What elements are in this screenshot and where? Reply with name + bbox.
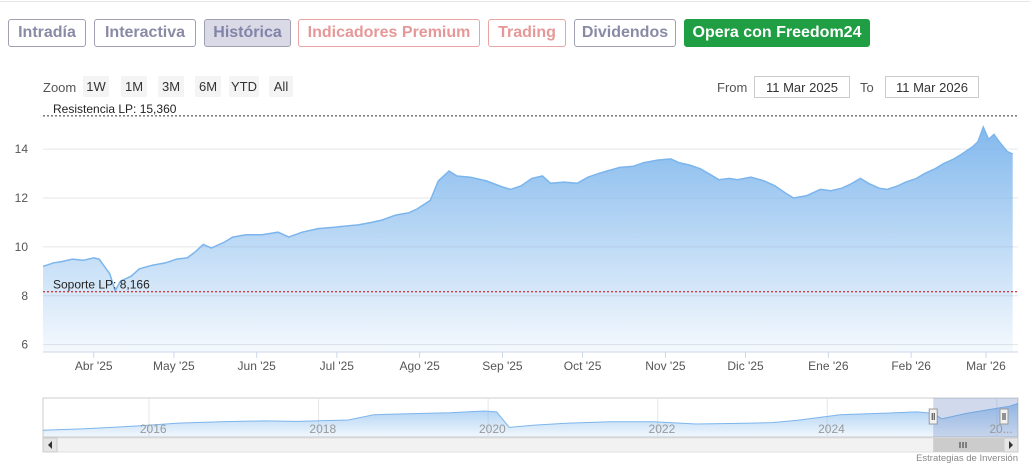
price-area bbox=[43, 127, 1013, 352]
from-label: From bbox=[717, 80, 748, 95]
arrow-left-icon bbox=[48, 441, 52, 449]
navigator-year-label: 20... bbox=[989, 422, 1012, 436]
to-label: To bbox=[860, 80, 874, 95]
support-label: Soporte LP: 8,166 bbox=[53, 278, 150, 292]
x-tick-label: Nov '25 bbox=[645, 359, 686, 373]
navigator-year-label: 2024 bbox=[818, 422, 845, 436]
zoom-6m-button[interactable]: 6M bbox=[195, 76, 221, 97]
x-tick-label: Ene '26 bbox=[808, 359, 849, 373]
x-tick-label: Ago '25 bbox=[399, 359, 440, 373]
zoom-3m-button[interactable]: 3M bbox=[158, 76, 184, 97]
tab-historica[interactable]: Histórica bbox=[204, 19, 291, 47]
x-tick-label: May '25 bbox=[153, 359, 195, 373]
top-divider bbox=[0, 1, 1030, 2]
x-tick-label: Mar '26 bbox=[966, 359, 1006, 373]
zoom-1m-button[interactable]: 1M bbox=[121, 76, 147, 97]
tab-dividendos[interactable]: Dividendos bbox=[574, 19, 676, 47]
navigator-left-handle bbox=[928, 408, 938, 425]
zoom-all-button[interactable]: All bbox=[269, 76, 293, 97]
tab-intradia[interactable]: Intradía bbox=[8, 19, 86, 47]
scrollbar-thumb bbox=[933, 438, 1004, 452]
y-tick-label: 10 bbox=[15, 240, 29, 254]
tab-interactiva[interactable]: Interactiva bbox=[94, 19, 196, 47]
y-tick-label: 12 bbox=[15, 191, 29, 205]
from-date-input[interactable]: 11 Mar 2025 bbox=[754, 76, 850, 98]
navigator-year-label: 2018 bbox=[309, 422, 336, 436]
opera-freedom24-button[interactable]: Opera con Freedom24 bbox=[684, 19, 870, 47]
resistance-label: Resistencia LP: 15,360 bbox=[53, 102, 177, 116]
tab-trading[interactable]: Trading bbox=[488, 19, 566, 47]
zoom-label: Zoom bbox=[43, 80, 77, 95]
x-tick-label: Jun '25 bbox=[238, 359, 277, 373]
x-tick-label: Oct '25 bbox=[564, 359, 602, 373]
navigator-year-label: 2020 bbox=[479, 422, 506, 436]
tab-indicadores-premium[interactable]: Indicadores Premium bbox=[298, 19, 480, 47]
zoom-1w-button[interactable]: 1W bbox=[83, 76, 109, 97]
navigator-area bbox=[43, 403, 1018, 437]
navigator-right-handle bbox=[999, 408, 1009, 425]
price-line bbox=[42, 125, 1014, 293]
y-tick-label: 8 bbox=[21, 289, 28, 303]
x-tick-label: Feb '26 bbox=[891, 359, 931, 373]
credits-text: Estrategias de Inversión bbox=[916, 453, 1018, 464]
arrow-right-icon bbox=[1009, 441, 1013, 449]
scrollbar-track bbox=[42, 437, 1019, 453]
navigator-year-label: 2022 bbox=[649, 422, 676, 436]
x-tick-label: Abr '25 bbox=[75, 359, 113, 373]
navigator-year-label: 2016 bbox=[140, 422, 167, 436]
to-date-input[interactable]: 11 Mar 2026 bbox=[885, 76, 979, 98]
x-tick-label: Dic '25 bbox=[727, 359, 764, 373]
y-tick-label: 6 bbox=[21, 338, 28, 352]
zoom-ytd-button[interactable]: YTD bbox=[229, 76, 259, 97]
x-tick-label: Sep '25 bbox=[482, 359, 523, 373]
x-tick-label: Jul '25 bbox=[320, 359, 355, 373]
y-tick-label: 14 bbox=[15, 142, 29, 156]
